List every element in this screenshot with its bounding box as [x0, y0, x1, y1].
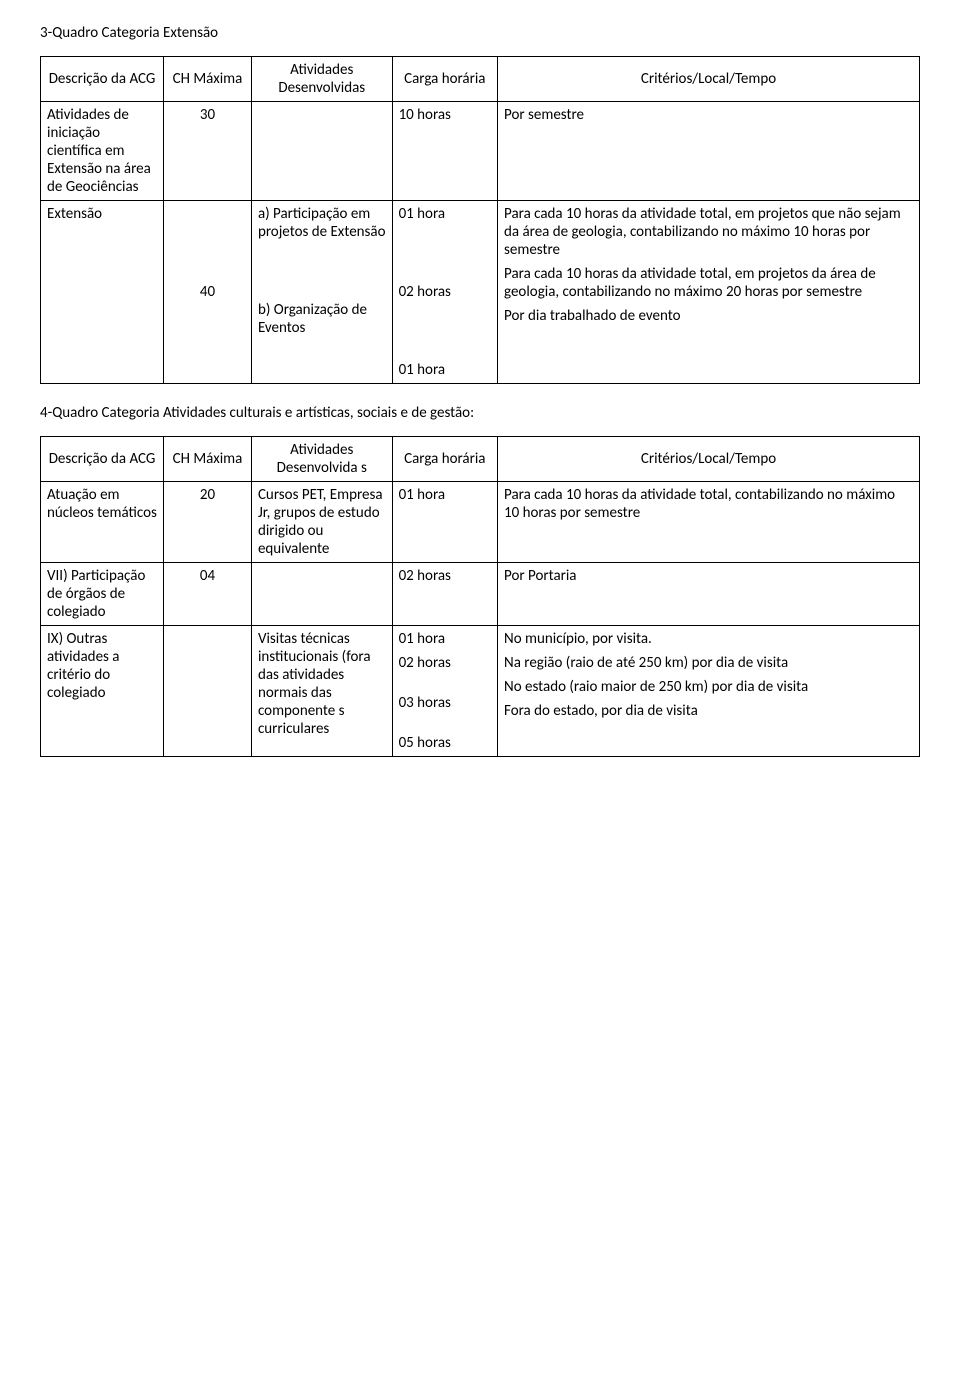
col-ch: CH Máxima	[164, 437, 252, 482]
section3-title: 3-Quadro Categoria Extensão	[40, 24, 920, 42]
cell-carga: 01 hora 02 horas 01 hora	[392, 201, 497, 384]
table-row: VII) Participação de órgãos de colegiado…	[41, 563, 920, 626]
crit-2: Na região (raio de até 250 km) por dia d…	[504, 654, 913, 672]
col-carga: Carga horária	[392, 437, 497, 482]
table-row: Atividades de iniciação científica em Ex…	[41, 102, 920, 201]
cell-desc: IX) Outras atividades a critério do cole…	[41, 626, 164, 757]
section4-title: 4-Quadro Categoria Atividades culturais …	[40, 404, 920, 422]
table-row: Atuação em núcleos temáticos 20 Cursos P…	[41, 482, 920, 563]
table-extensao: Descrição da ACG CH Máxima Atividades De…	[40, 56, 920, 384]
crit-3: Por dia trabalhado de evento	[504, 307, 913, 325]
carga-4: 05 horas	[399, 734, 491, 752]
cell-ativ: a) Participação em projetos de Extensão …	[251, 201, 392, 384]
ativ-b: b) Organização de Eventos	[258, 301, 386, 337]
cell-crit: Para cada 10 horas da atividade total, e…	[498, 201, 920, 384]
cell-crit: No município, por visita. Na região (rai…	[498, 626, 920, 757]
table-header-row: Descrição da ACG CH Máxima Atividades De…	[41, 437, 920, 482]
cell-ativ: Visitas técnicas institucionais (fora da…	[251, 626, 392, 757]
col-carga: Carga horária	[392, 57, 497, 102]
cell-ch: 04	[164, 563, 252, 626]
table-row: IX) Outras atividades a critério do cole…	[41, 626, 920, 757]
cell-carga: 01 hora	[392, 482, 497, 563]
crit-1: Para cada 10 horas da atividade total, e…	[504, 205, 913, 259]
crit-3: No estado (raio maior de 250 km) por dia…	[504, 678, 913, 696]
carga-1: 01 hora	[399, 205, 491, 223]
cell-carga: 02 horas	[392, 563, 497, 626]
cell-ch: 20	[164, 482, 252, 563]
cell-ch: 30	[164, 102, 252, 201]
col-ativ: Atividades Desenvolvidas	[251, 57, 392, 102]
cell-carga: 10 horas	[392, 102, 497, 201]
table-culturais: Descrição da ACG CH Máxima Atividades De…	[40, 436, 920, 757]
crit-4: Fora do estado, por dia de visita	[504, 702, 913, 720]
cell-ch: 40	[164, 201, 252, 384]
cell-desc: Atuação em núcleos temáticos	[41, 482, 164, 563]
carga-3: 01 hora	[399, 361, 491, 379]
col-desc: Descrição da ACG	[41, 57, 164, 102]
table-row: Extensão 40 a) Participação em projetos …	[41, 201, 920, 384]
col-crit: Critérios/Local/Tempo	[498, 57, 920, 102]
cell-ativ	[251, 102, 392, 201]
col-ch: CH Máxima	[164, 57, 252, 102]
cell-ativ: Cursos PET, Empresa Jr, grupos de estudo…	[251, 482, 392, 563]
col-crit: Critérios/Local/Tempo	[498, 437, 920, 482]
carga-2: 02 horas	[399, 654, 491, 672]
cell-ch	[164, 626, 252, 757]
col-ativ: Atividades Desenvolvida s	[251, 437, 392, 482]
cell-desc: Extensão	[41, 201, 164, 384]
cell-crit: Por semestre	[498, 102, 920, 201]
ativ-a: a) Participação em projetos de Extensão	[258, 205, 386, 241]
cell-carga: 01 hora 02 horas 03 horas 05 horas	[392, 626, 497, 757]
cell-desc: VII) Participação de órgãos de colegiado	[41, 563, 164, 626]
carga-2: 02 horas	[399, 283, 491, 301]
crit-2: Para cada 10 horas da atividade total, e…	[504, 265, 913, 301]
cell-ativ	[251, 563, 392, 626]
cell-crit: Por Portaria	[498, 563, 920, 626]
crit-1: No município, por visita.	[504, 630, 913, 648]
cell-desc: Atividades de iniciação científica em Ex…	[41, 102, 164, 201]
cell-crit: Para cada 10 horas da atividade total, c…	[498, 482, 920, 563]
table-header-row: Descrição da ACG CH Máxima Atividades De…	[41, 57, 920, 102]
carga-1: 01 hora	[399, 630, 491, 648]
col-desc: Descrição da ACG	[41, 437, 164, 482]
carga-3: 03 horas	[399, 694, 491, 712]
